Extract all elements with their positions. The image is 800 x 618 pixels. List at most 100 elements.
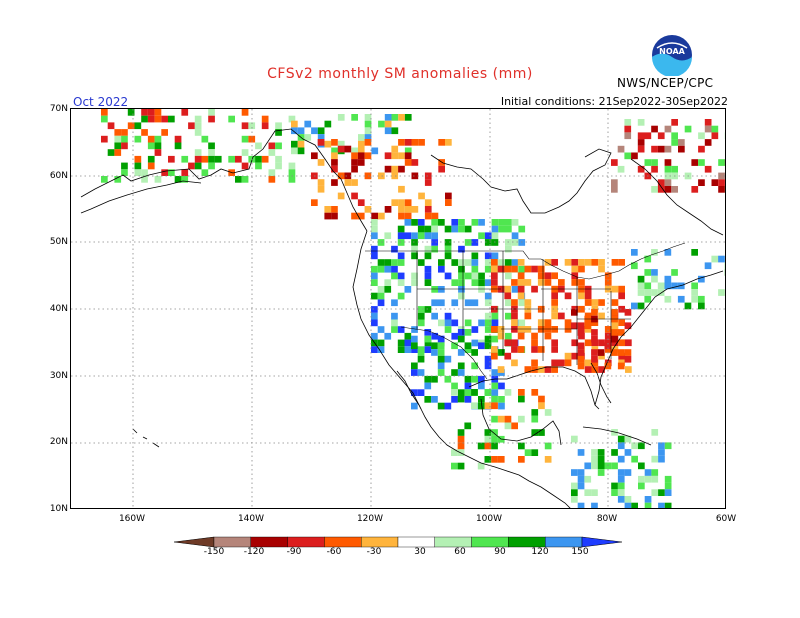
anomaly-cell: [357, 212, 365, 220]
anomaly-cell: [371, 319, 378, 327]
colorbar-label: -30: [366, 547, 382, 557]
anomaly-cell: [351, 179, 358, 186]
anomaly-cell: [174, 176, 182, 183]
anomaly-cell: [617, 349, 625, 356]
anomaly-cell: [431, 396, 438, 403]
anomaly-cell: [397, 225, 405, 233]
anomaly-cell: [141, 176, 148, 183]
anomaly-cell: [424, 199, 432, 206]
anomaly-cell: [711, 179, 719, 186]
anomaly-cell: [331, 159, 338, 166]
anomaly-cell: [121, 169, 128, 176]
anomaly-cell: [537, 346, 545, 353]
anomaly-cell: [371, 114, 379, 121]
anomaly-cell: [491, 402, 498, 410]
anomaly-cell: [261, 115, 269, 123]
anomaly-cell: [637, 302, 645, 310]
anomaly-cell: [464, 422, 472, 430]
anomaly-cell: [611, 339, 619, 347]
anomaly-cell: [597, 449, 605, 456]
anomaly-cell: [457, 389, 465, 396]
map-canvas: [71, 109, 725, 508]
anomaly-cell: [364, 172, 372, 180]
anomaly-cell: [344, 145, 352, 153]
anomaly-cell: [664, 475, 672, 483]
colorbar-swatch: [360, 536, 399, 548]
anomaly-cell: [418, 139, 425, 146]
anomaly-cell: [604, 342, 612, 350]
anomaly-cell: [511, 286, 519, 293]
anomaly-cell: [498, 259, 505, 266]
anomaly-cell: [457, 442, 465, 450]
anomaly-cell: [331, 179, 338, 186]
anomaly-cell: [491, 326, 498, 333]
anomaly-cell: [504, 285, 512, 293]
anomaly-cell: [181, 176, 189, 183]
anomaly-cell: [505, 259, 512, 266]
anomaly-cell: [591, 355, 598, 363]
anomaly-cell: [551, 259, 558, 266]
anomaly-cell: [691, 295, 698, 303]
anomaly-cell: [384, 232, 392, 240]
anomaly-cell: [317, 127, 325, 135]
anomaly-cell: [511, 219, 519, 226]
anomaly-cell: [464, 329, 472, 336]
anomaly-cell: [724, 159, 725, 166]
coastline-florida: [590, 362, 612, 404]
anomaly-cell: [255, 155, 262, 163]
anomaly-cell: [431, 239, 438, 246]
anomaly-cell: [458, 272, 465, 280]
anomaly-cell: [518, 225, 526, 233]
anomaly-cell: [411, 245, 418, 253]
anomaly-cell: [625, 366, 632, 373]
anomaly-cell: [484, 429, 492, 436]
anomaly-cell: [618, 259, 625, 266]
anomaly-cell: [577, 475, 585, 483]
anomaly-cell: [464, 319, 472, 327]
anomaly-cell: [311, 199, 318, 206]
anomaly-cell: [564, 326, 572, 333]
anomaly-cell: [524, 326, 532, 333]
anomaly-cell: [491, 346, 498, 353]
anomaly-cell: [424, 272, 432, 280]
anomaly-cell: [698, 145, 705, 153]
anomaly-cell: [577, 342, 585, 350]
anomaly-cell: [664, 482, 672, 490]
anomaly-cell: [531, 429, 539, 436]
anomaly-cell: [431, 349, 438, 356]
anomaly-cell: [491, 415, 498, 423]
anomaly-cell: [618, 339, 625, 347]
anomaly-cell: [651, 165, 658, 173]
anomaly-cell: [235, 155, 242, 163]
anomaly-cell: [181, 155, 189, 163]
agency-label: NWS/NCEP/CPC: [617, 76, 714, 90]
anomaly-cell: [498, 349, 505, 356]
anomaly-cell: [154, 142, 162, 150]
anomaly-cell: [241, 176, 249, 183]
anomaly-cell: [664, 249, 672, 256]
anomaly-cell: [504, 265, 512, 273]
anomaly-cell: [384, 259, 392, 266]
anomaly-cell: [511, 265, 518, 273]
anomaly-cell: [518, 395, 525, 403]
anomaly-cell: [591, 349, 598, 356]
anomaly-cell: [518, 299, 526, 307]
anomaly-cell: [624, 502, 632, 508]
anomaly-cell: [497, 456, 505, 463]
anomaly-cell: [664, 125, 672, 133]
anomaly-cell: [431, 299, 438, 307]
anomaly-cell: [424, 265, 432, 273]
anomaly-cell: [208, 109, 215, 116]
anomaly-cell: [517, 332, 525, 340]
anomaly-cell: [671, 282, 678, 290]
anomaly-cell: [591, 359, 599, 367]
anomaly-cell: [484, 265, 492, 273]
anomaly-cell: [505, 245, 512, 253]
anomaly-cell: [431, 286, 438, 293]
anomaly-cell: [397, 272, 405, 280]
anomaly-cell: [107, 122, 115, 130]
anomaly-cell: [141, 169, 148, 176]
anomaly-cell: [377, 259, 385, 266]
anomaly-cell: [121, 135, 128, 143]
border-us-mexico: [400, 326, 488, 380]
